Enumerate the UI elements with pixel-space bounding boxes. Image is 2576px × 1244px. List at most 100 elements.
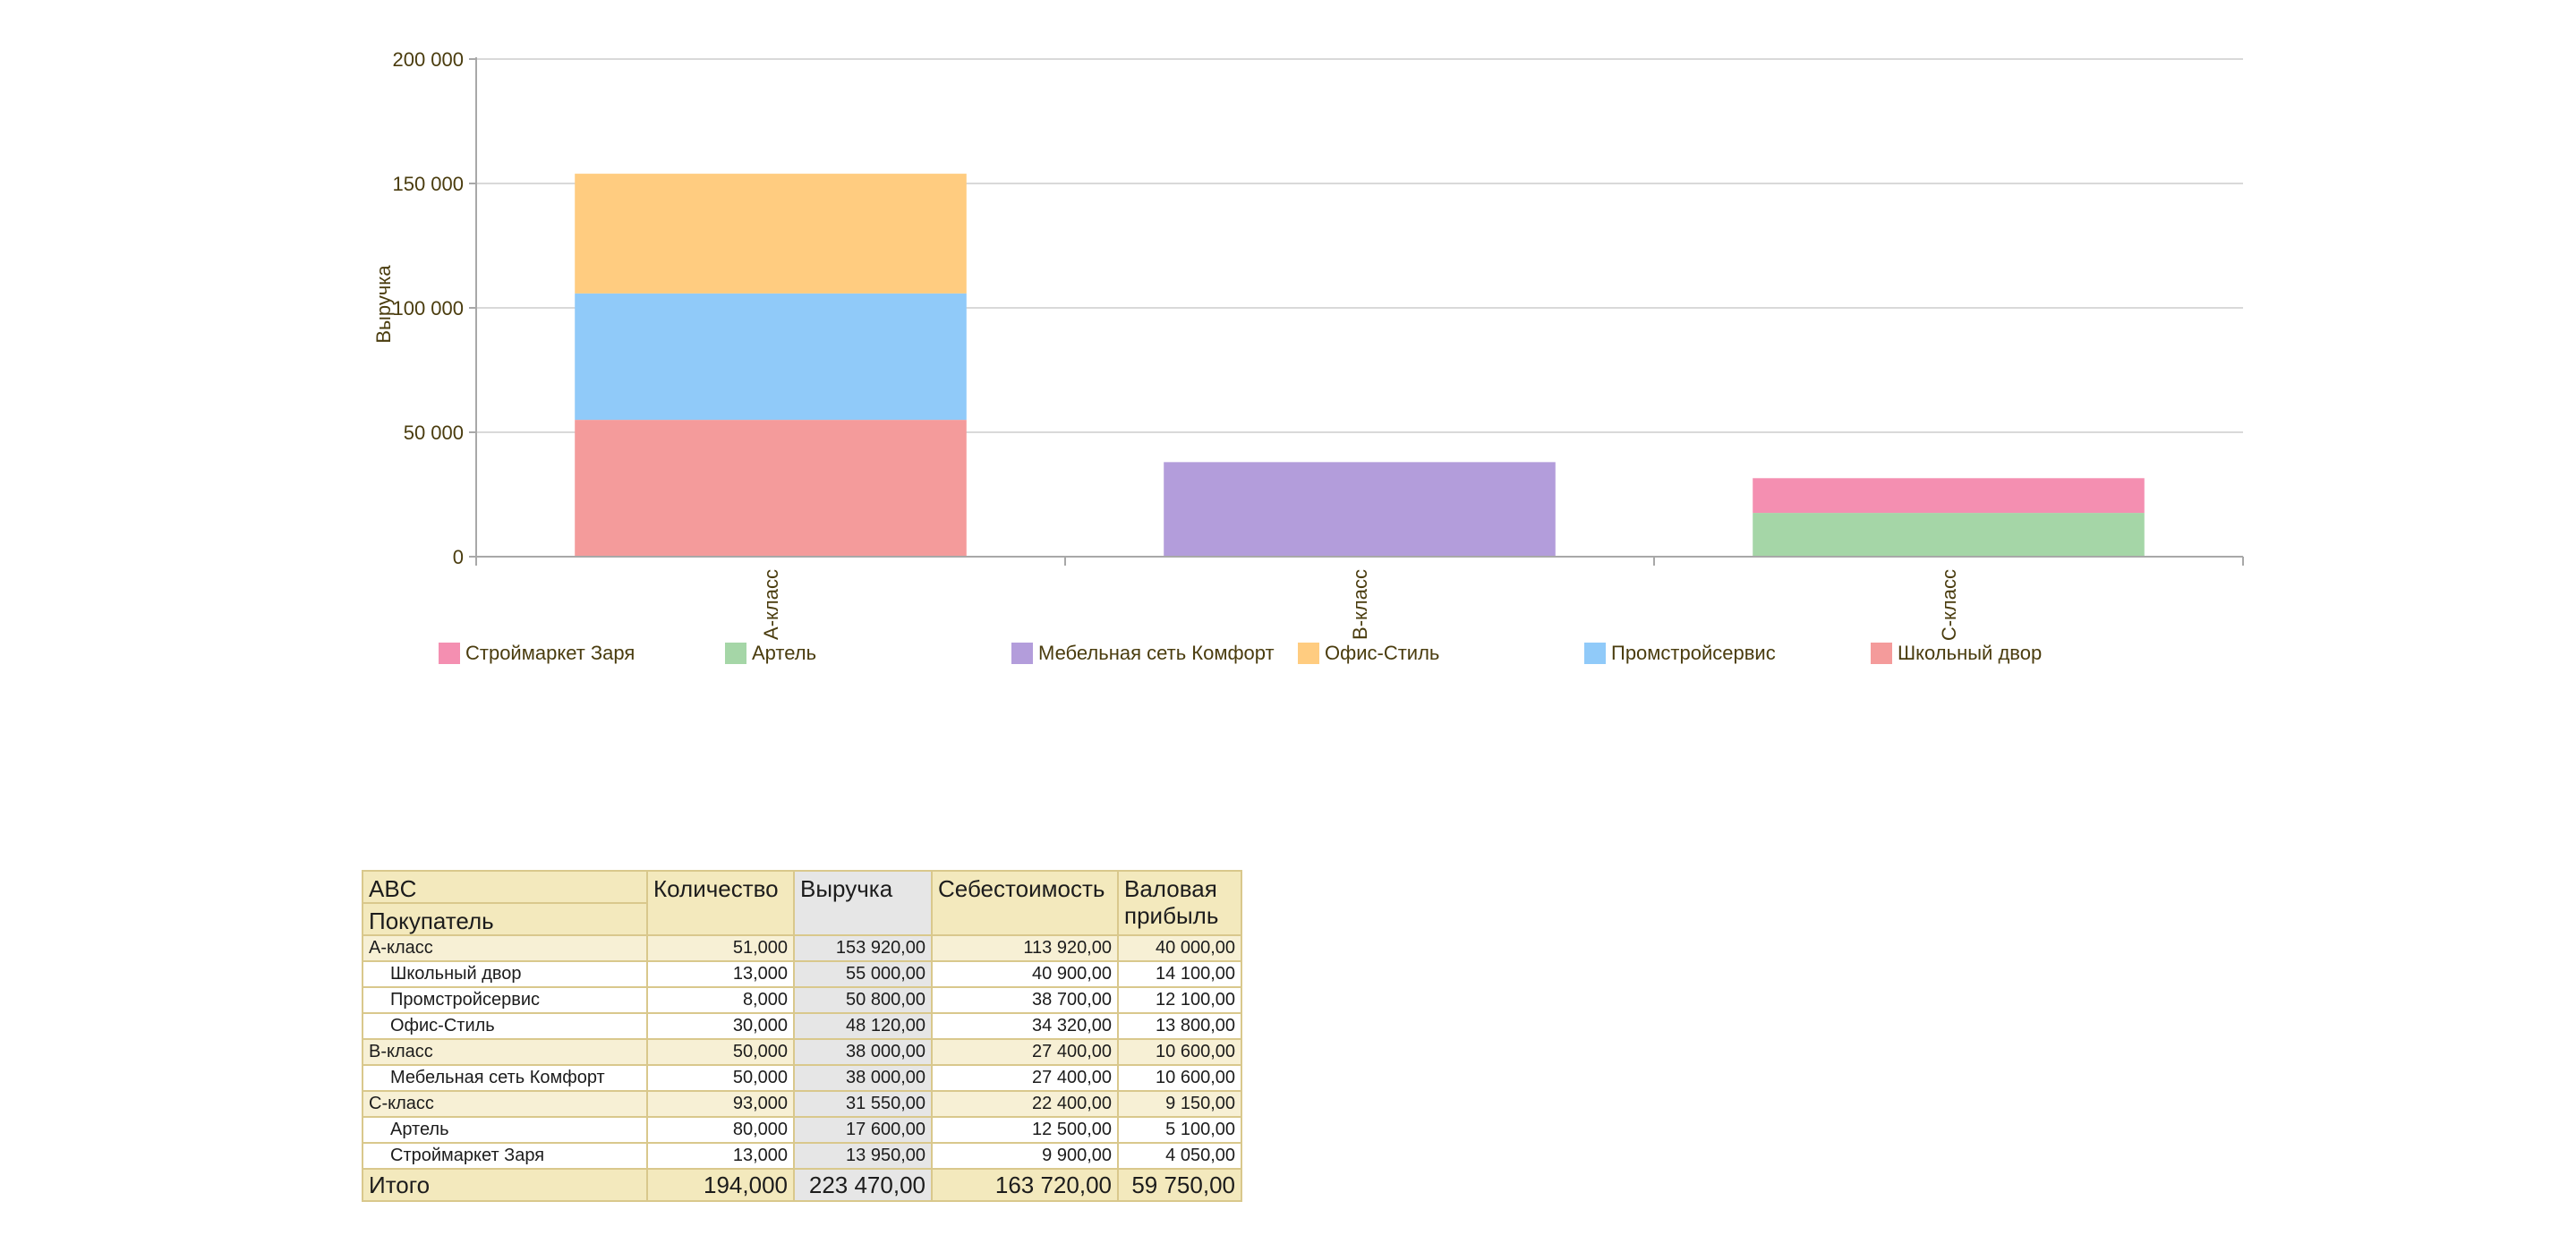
x-tick-label: В-класс bbox=[1349, 569, 1371, 640]
total-cost: 163 720,00 bbox=[931, 1168, 1119, 1202]
cell-cost: 22 400,00 bbox=[931, 1090, 1119, 1118]
bar-segment bbox=[575, 293, 967, 421]
y-tick-label: 50 000 bbox=[404, 422, 464, 444]
cell-gross-profit: 13 800,00 bbox=[1117, 1012, 1242, 1040]
legend-label: Артель bbox=[752, 642, 817, 664]
table-group-row: В-класс 50,000 38 000,00 27 400,00 10 600,00 bbox=[362, 1038, 1242, 1066]
cell-cost: 9 900,00 bbox=[931, 1142, 1119, 1170]
legend-swatch bbox=[1298, 643, 1319, 664]
cell-cost: 113 920,00 bbox=[931, 934, 1119, 962]
bar-segment bbox=[575, 420, 967, 557]
header-revenue: Выручка bbox=[793, 870, 933, 936]
cell-gross-profit: 10 600,00 bbox=[1117, 1038, 1242, 1066]
legend-item: Строймаркет Заря bbox=[439, 635, 635, 671]
legend-swatch bbox=[1584, 643, 1606, 664]
legend-swatch bbox=[725, 643, 746, 664]
cell-revenue: 48 120,00 bbox=[793, 1012, 933, 1040]
legend-label: Мебельная сеть Комфорт bbox=[1038, 642, 1275, 664]
cell-quantity: 13,000 bbox=[646, 1142, 795, 1170]
table-header-row-2: Покупатель bbox=[362, 902, 1241, 936]
table-row: Мебельная сеть Комфорт 50,000 38 000,00 27 … bbox=[362, 1064, 1242, 1092]
cell-cost: 34 320,00 bbox=[931, 1012, 1119, 1040]
cell-quantity: 13,000 bbox=[646, 960, 795, 988]
y-tick-label: 100 000 bbox=[392, 297, 464, 320]
bar-segment bbox=[1164, 462, 1556, 557]
table-row: Промстройсервис 8,000 50 800,00 38 700,00 12… bbox=[362, 986, 1242, 1014]
chart-legend: Строймаркет Заря Артель Мебельная сеть Ком… bbox=[439, 635, 2229, 671]
cell-cost: 27 400,00 bbox=[931, 1064, 1119, 1092]
legend-item: Школьный двор bbox=[1871, 635, 2042, 671]
legend-item: Промстройсервис bbox=[1584, 635, 1776, 671]
cell-gross-profit: 10 600,00 bbox=[1117, 1064, 1242, 1092]
abc-report-table: ABC Количество Выручка Себестоимость Вал… bbox=[362, 870, 1242, 1202]
cell-buyer: Мебельная сеть Комфорт bbox=[362, 1064, 648, 1092]
bar-segment bbox=[1753, 478, 2145, 514]
cell-buyer: Офис-Стиль bbox=[362, 1012, 648, 1040]
cell-buyer: А-класс bbox=[362, 934, 648, 962]
table-group-row: С-класс 93,000 31 550,00 22 400,00 9 150,00 bbox=[362, 1090, 1242, 1118]
cell-gross-profit: 40 000,00 bbox=[1117, 934, 1242, 962]
header-gross-profit-line1: Валовая bbox=[1124, 875, 1217, 902]
cell-revenue: 31 550,00 bbox=[793, 1090, 933, 1118]
cell-gross-profit: 14 100,00 bbox=[1117, 960, 1242, 988]
legend-item: Мебельная сеть Комфорт bbox=[1011, 635, 1275, 671]
cell-quantity: 93,000 bbox=[646, 1090, 795, 1118]
cell-quantity: 8,000 bbox=[646, 986, 795, 1014]
y-tick-label: 150 000 bbox=[392, 173, 464, 195]
cell-buyer: Промстройсервис bbox=[362, 986, 648, 1014]
total-revenue: 223 470,00 bbox=[793, 1168, 933, 1202]
total-label: Итого bbox=[362, 1168, 648, 1202]
cell-revenue: 50 800,00 bbox=[793, 986, 933, 1014]
cell-quantity: 80,000 bbox=[646, 1116, 795, 1144]
cell-gross-profit: 5 100,00 bbox=[1117, 1116, 1242, 1144]
legend-label: Школьный двор bbox=[1898, 642, 2043, 664]
cell-cost: 12 500,00 bbox=[931, 1116, 1119, 1144]
legend-swatch bbox=[1011, 643, 1033, 664]
table-group-row: А-класс 51,000 153 920,00 113 920,00 40 000,… bbox=[362, 934, 1242, 962]
table-body: А-класс 51,000 153 920,00 113 920,00 40 000,… bbox=[362, 934, 1242, 1170]
total-quantity: 194,000 bbox=[646, 1168, 795, 1202]
cell-quantity: 51,000 bbox=[646, 934, 795, 962]
total-gross-profit: 59 750,00 bbox=[1117, 1168, 1242, 1202]
header-abc: ABC bbox=[362, 870, 648, 904]
cell-revenue: 17 600,00 bbox=[793, 1116, 933, 1144]
y-axis-title: Выручка bbox=[372, 265, 395, 344]
header-gross-profit: Валовая прибыль bbox=[1117, 870, 1242, 936]
legend-item: Офис-Стиль bbox=[1298, 635, 1439, 671]
cell-gross-profit: 12 100,00 bbox=[1117, 986, 1242, 1014]
cell-gross-profit: 4 050,00 bbox=[1117, 1142, 1242, 1170]
y-tick-label: 0 bbox=[453, 546, 464, 568]
cell-quantity: 30,000 bbox=[646, 1012, 795, 1040]
header-cost: Себестоимость bbox=[931, 870, 1119, 936]
y-tick-label: 200 000 bbox=[392, 48, 464, 71]
cell-revenue: 55 000,00 bbox=[793, 960, 933, 988]
cell-revenue: 38 000,00 bbox=[793, 1038, 933, 1066]
cell-cost: 27 400,00 bbox=[931, 1038, 1119, 1066]
table-total-row: Итого 194,000 223 470,00 163 720,00 59 7… bbox=[362, 1168, 1242, 1202]
table-row: Школьный двор 13,000 55 000,00 40 900,00 14 … bbox=[362, 960, 1242, 988]
legend-label: Промстройсервис bbox=[1611, 642, 1776, 664]
cell-buyer: С-класс bbox=[362, 1090, 648, 1118]
header-quantity: Количество bbox=[646, 870, 795, 936]
cell-gross-profit: 9 150,00 bbox=[1117, 1090, 1242, 1118]
table-row: Строймаркет Заря 13,000 13 950,00 9 900,00 4… bbox=[362, 1142, 1242, 1170]
cell-cost: 40 900,00 bbox=[931, 960, 1119, 988]
table-row: Офис-Стиль 30,000 48 120,00 34 320,00 13 800… bbox=[362, 1012, 1242, 1040]
legend-label: Строймаркет Заря bbox=[465, 642, 635, 664]
legend-swatch bbox=[1871, 643, 1892, 664]
table-header-row-1: ABC Количество Выручка Себестоимость Вал… bbox=[362, 870, 1242, 936]
revenue-stacked-bar-chart: 0 50 000 100 000 150 000 200 000 А-класс В-кла… bbox=[372, 48, 2244, 641]
header-buyer: Покупатель bbox=[362, 902, 648, 936]
header-gross-profit-line2: прибыль bbox=[1124, 902, 1219, 929]
cell-buyer: Строймаркет Заря bbox=[362, 1142, 648, 1170]
cell-buyer: Школьный двор bbox=[362, 960, 648, 988]
cell-quantity: 50,000 bbox=[646, 1064, 795, 1092]
bar-segment bbox=[575, 174, 967, 294]
cell-cost: 38 700,00 bbox=[931, 986, 1119, 1014]
x-tick-label: С-класс bbox=[1938, 569, 1960, 641]
legend-label: Офис-Стиль bbox=[1325, 642, 1440, 664]
cell-buyer: В-класс bbox=[362, 1038, 648, 1066]
cell-revenue: 38 000,00 bbox=[793, 1064, 933, 1092]
table-row: Артель 80,000 17 600,00 12 500,00 5 100,00 bbox=[362, 1116, 1242, 1144]
x-tick-label: А-класс bbox=[760, 569, 782, 640]
